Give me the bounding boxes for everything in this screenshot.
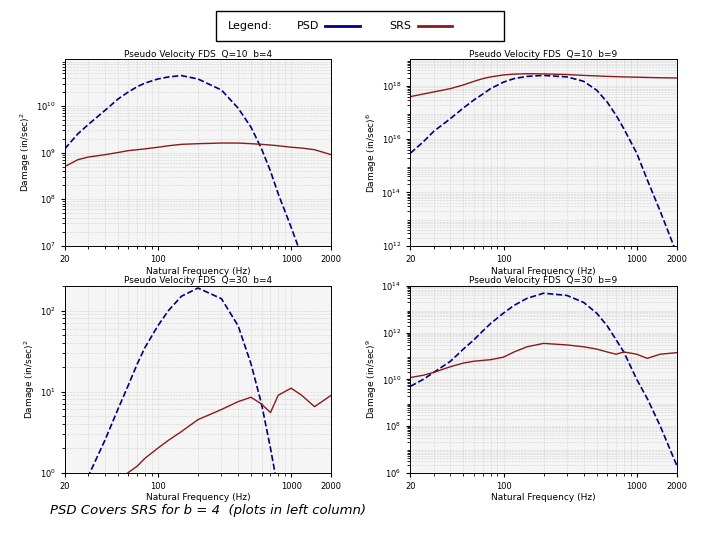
Text: PSD Covers SRS for b = 4  (plots in left column): PSD Covers SRS for b = 4 (plots in left … (50, 504, 366, 517)
Y-axis label: Damage (in/sec)$^2$: Damage (in/sec)$^2$ (19, 113, 33, 192)
Title: Pseudo Velocity FDS  Q=30  b=4: Pseudo Velocity FDS Q=30 b=4 (124, 276, 272, 286)
X-axis label: Natural Frequency (Hz): Natural Frequency (Hz) (491, 267, 596, 275)
Title: Pseudo Velocity FDS  Q=10  b=9: Pseudo Velocity FDS Q=10 b=9 (469, 50, 618, 59)
Title: Pseudo Velocity FDS  Q=30  b=9: Pseudo Velocity FDS Q=30 b=9 (469, 276, 618, 286)
Text: SRS: SRS (389, 21, 411, 31)
Y-axis label: Damage (in/sec)$^2$: Damage (in/sec)$^2$ (22, 340, 37, 419)
Y-axis label: Damage (in/sec)$^9$: Damage (in/sec)$^9$ (364, 339, 379, 420)
X-axis label: Natural Frequency (Hz): Natural Frequency (Hz) (145, 267, 251, 275)
Text: PSD: PSD (297, 21, 319, 31)
Text: Legend:: Legend: (228, 21, 272, 31)
Y-axis label: Damage (in/sec)$^6$: Damage (in/sec)$^6$ (364, 112, 379, 193)
X-axis label: Natural Frequency (Hz): Natural Frequency (Hz) (145, 494, 251, 502)
X-axis label: Natural Frequency (Hz): Natural Frequency (Hz) (491, 494, 596, 502)
Title: Pseudo Velocity FDS  Q=10  b=4: Pseudo Velocity FDS Q=10 b=4 (124, 50, 272, 59)
